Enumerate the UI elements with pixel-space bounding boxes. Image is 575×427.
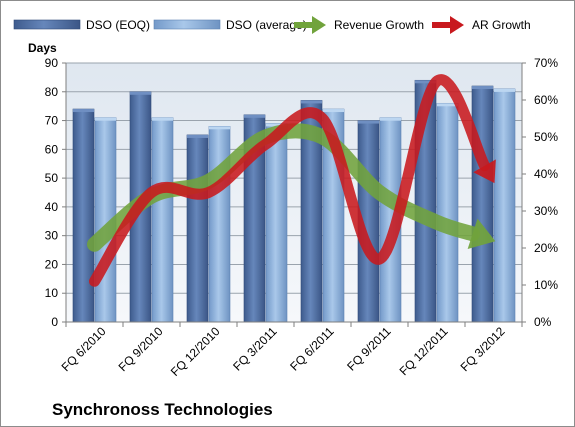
bar-cap [266, 123, 287, 127]
bar-cap [301, 100, 322, 104]
bar-cap [323, 109, 344, 113]
bar-cap [358, 120, 379, 124]
bar-cap [437, 103, 458, 107]
legend-label-dso-average: DSO (average) [226, 18, 307, 32]
y-tick-label: 20 [45, 257, 59, 271]
legend-swatch-dso-eoq [13, 19, 81, 30]
y-tick-label: 0 [51, 315, 58, 329]
ar-growth-line [89, 74, 491, 287]
bar-cap [209, 126, 230, 130]
bar-dso-average [265, 123, 288, 323]
y2-tick-label: 50% [534, 130, 558, 144]
legend-label-revenue-growth: Revenue Growth [334, 18, 424, 32]
bar-cap [95, 117, 116, 121]
bar-cap [187, 134, 208, 138]
y2-tick-label: 0% [534, 315, 552, 329]
y-tick-label: 10 [45, 286, 59, 300]
bar-cap [380, 117, 401, 121]
legend-swatch-dso-average [153, 19, 221, 30]
bar-cap [244, 114, 265, 118]
y-axis-label: Days [28, 41, 57, 55]
y2-tick-label: 70% [534, 56, 558, 70]
y2-tick-label: 20% [534, 241, 558, 255]
ar-growth-arrowhead [473, 159, 496, 184]
y-tick-label: 80 [45, 85, 59, 99]
y2-tick-label: 40% [534, 167, 558, 181]
bar-dso-average [436, 102, 459, 323]
bar-dso-average [151, 117, 174, 323]
y-tick-label: 30 [45, 229, 59, 243]
bar-cap [494, 88, 515, 92]
y2-tick-label: 10% [534, 278, 558, 292]
y2-tick-label: 60% [534, 93, 558, 107]
bar-dso-average [208, 126, 231, 323]
bar-dso-eoq [471, 85, 494, 323]
revenue-growth-arrowhead [467, 218, 496, 250]
bar-cap [73, 109, 94, 113]
y-tick-label: 70 [45, 114, 59, 128]
growth-arrows [87, 74, 496, 287]
y-tick-label: 50 [45, 171, 59, 185]
y2-tick-label: 30% [534, 204, 558, 218]
y-tick-label: 90 [45, 56, 59, 70]
legend-arrowhead-revenue-growth [312, 16, 326, 34]
bar-cap [130, 91, 151, 95]
y-tick-label: 40 [45, 200, 59, 214]
bar-cap [472, 86, 493, 90]
y-tick-label: 60 [45, 142, 59, 156]
legend: DSO (EOQ) DSO (average) Revenue Growth AR G… [13, 16, 531, 34]
bar-dso-eoq [186, 134, 209, 323]
legend-arrowhead-ar-growth [450, 16, 464, 34]
bar-dso-eoq [72, 108, 95, 323]
legend-label-ar-growth: AR Growth [472, 18, 531, 32]
bar-cap [415, 80, 436, 84]
legend-label-dso-eoq: DSO (EOQ) [86, 18, 150, 32]
bar-dso-average [493, 88, 516, 323]
chart-title: Synchronoss Technologies [52, 400, 273, 419]
bar-cap [152, 117, 173, 121]
